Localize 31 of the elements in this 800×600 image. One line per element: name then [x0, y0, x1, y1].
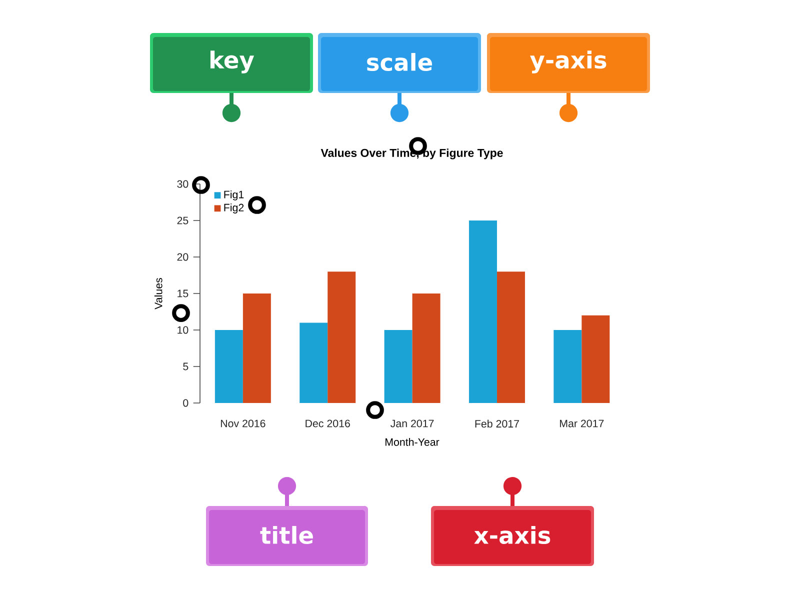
legend-label: Fig2 — [224, 204, 244, 214]
x-tick-label: Nov 2016 — [220, 420, 266, 428]
bar — [468, 220, 497, 404]
y-tick-label: 15 — [178, 290, 188, 298]
y-tick-label: 5 — [183, 362, 188, 370]
y-tick-label: 20 — [177, 253, 188, 261]
text: title — [260, 526, 313, 544]
bar — [242, 294, 271, 404]
bar — [554, 330, 582, 404]
x-tick-label: Feb 2017 — [475, 420, 519, 428]
bar — [412, 294, 440, 404]
bar — [214, 330, 243, 404]
x-tick-label: Mar 2017 — [560, 420, 604, 428]
y-tick-label: 0 — [183, 399, 188, 407]
x-axis-title: Month-Year — [386, 438, 440, 446]
bar — [582, 315, 610, 404]
y-tick-label: 25 — [177, 216, 188, 224]
text: key — [210, 50, 254, 74]
bar — [384, 330, 412, 404]
bar — [300, 322, 328, 404]
y-tick-label: 30 — [177, 180, 188, 188]
x-tick-label: Jan 2017 — [390, 420, 434, 428]
text: x-axis — [474, 526, 550, 544]
y-axis-title: Values — [154, 278, 162, 310]
y-tick-label: 10 — [178, 326, 188, 334]
text: scale — [367, 52, 432, 72]
bar — [328, 272, 356, 404]
text: y-axis — [530, 50, 606, 74]
legend-label: Fig1 — [224, 190, 244, 200]
bar — [496, 272, 525, 404]
x-tick-label: Dec 2016 — [306, 420, 350, 428]
